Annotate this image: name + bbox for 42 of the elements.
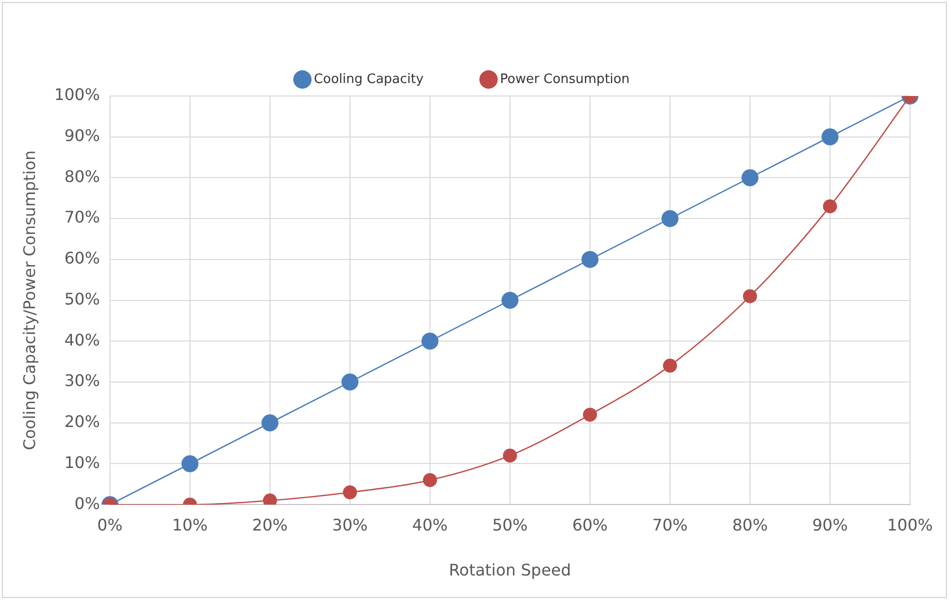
y-tick-label: 40% <box>64 330 100 350</box>
point <box>341 374 358 391</box>
x-tick-label: 70% <box>652 515 688 534</box>
x-tick-label: 20% <box>252 515 288 534</box>
y-axis-title: Cooling Capacity/Power Consumption <box>20 150 39 450</box>
point <box>821 128 838 146</box>
x-tick-label: 0% <box>97 515 123 534</box>
point <box>342 485 357 500</box>
legend-label: Cooling Capacity <box>314 72 424 87</box>
point <box>741 169 758 186</box>
x-tick-label: 80% <box>732 515 768 534</box>
y-tick-label: 10% <box>64 452 100 472</box>
legend-label: Power Consumption <box>500 72 630 87</box>
point <box>581 250 598 268</box>
x-tick-label: 30% <box>332 515 368 534</box>
point <box>582 408 597 422</box>
y-tick-label: 100% <box>54 85 100 104</box>
y-tick-label: 30% <box>64 371 100 390</box>
y-tick-label: 90% <box>64 126 100 146</box>
x-axis-title: Rotation Speed <box>448 560 572 580</box>
point <box>661 210 678 228</box>
point <box>261 414 278 432</box>
y-tick-label: 20% <box>64 412 100 432</box>
x-tick-label: 60% <box>572 515 608 534</box>
x-tick-label: 40% <box>412 515 448 534</box>
point <box>181 455 198 472</box>
y-tick-label: 0% <box>74 494 100 513</box>
x-tick-label: 90% <box>812 515 848 534</box>
y-tick-label: 70% <box>64 208 100 227</box>
point <box>742 289 757 304</box>
point <box>421 332 438 350</box>
point <box>502 448 517 463</box>
x-tick-label: 50% <box>492 515 528 534</box>
x-tick-label: 100% <box>887 515 933 534</box>
point <box>662 358 677 373</box>
point <box>822 199 837 214</box>
y-tick-label: 50% <box>64 289 100 308</box>
point <box>422 473 437 488</box>
y-tick-label: 60% <box>64 248 100 268</box>
y-tick-label: 80% <box>64 166 100 186</box>
x-tick-label: 10% <box>172 515 208 534</box>
point <box>501 292 518 309</box>
